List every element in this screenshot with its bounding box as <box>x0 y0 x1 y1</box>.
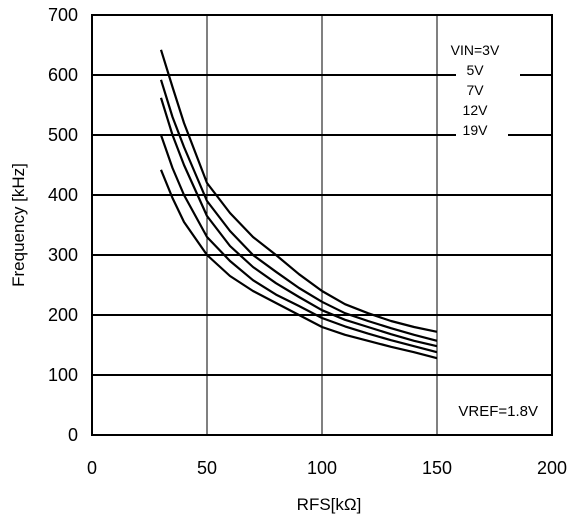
x-tick-label: 0 <box>87 458 97 478</box>
legend: VIN=3V 5V 7V 12V 19V <box>451 42 500 138</box>
plot-frame <box>91 14 553 436</box>
series-line-3 <box>159 97 438 348</box>
vref-annotation: VREF=1.8V <box>458 403 538 420</box>
x-tick-labels: 0 50 100 150 200 <box>87 458 567 478</box>
y-tick-label: 600 <box>48 65 78 85</box>
legend-entry-3: 7V <box>466 82 484 98</box>
x-tick-label: 50 <box>197 458 217 478</box>
x-tick-label: 150 <box>422 458 452 478</box>
y-tick-label: 0 <box>68 425 78 445</box>
legend-entry-1: VIN=3V <box>451 42 500 58</box>
series-line-5 <box>159 169 438 360</box>
y-axis-title: Frequency [kHz] <box>9 163 28 287</box>
legend-entry-2: 5V <box>466 62 484 78</box>
y-tick-label: 400 <box>48 185 78 205</box>
series-line-4 <box>159 134 438 354</box>
series-line-1 <box>159 49 438 333</box>
y-tick-label: 500 <box>48 125 78 145</box>
y-tick-label: 100 <box>48 365 78 385</box>
series-lines <box>159 49 438 360</box>
y-tick-labels: 0 100 200 300 400 500 600 700 <box>48 5 78 445</box>
legend-entry-5: 19V <box>463 122 489 138</box>
x-tick-label: 100 <box>307 458 337 478</box>
legend-entry-4: 12V <box>463 102 489 118</box>
y-tick-label: 700 <box>48 5 78 25</box>
x-tick-label: 200 <box>537 458 567 478</box>
grid <box>92 15 552 435</box>
y-tick-label: 200 <box>48 305 78 325</box>
series-line-2 <box>159 79 438 342</box>
x-axis-title: RFS[kΩ] <box>297 495 362 514</box>
y-tick-label: 300 <box>48 245 78 265</box>
